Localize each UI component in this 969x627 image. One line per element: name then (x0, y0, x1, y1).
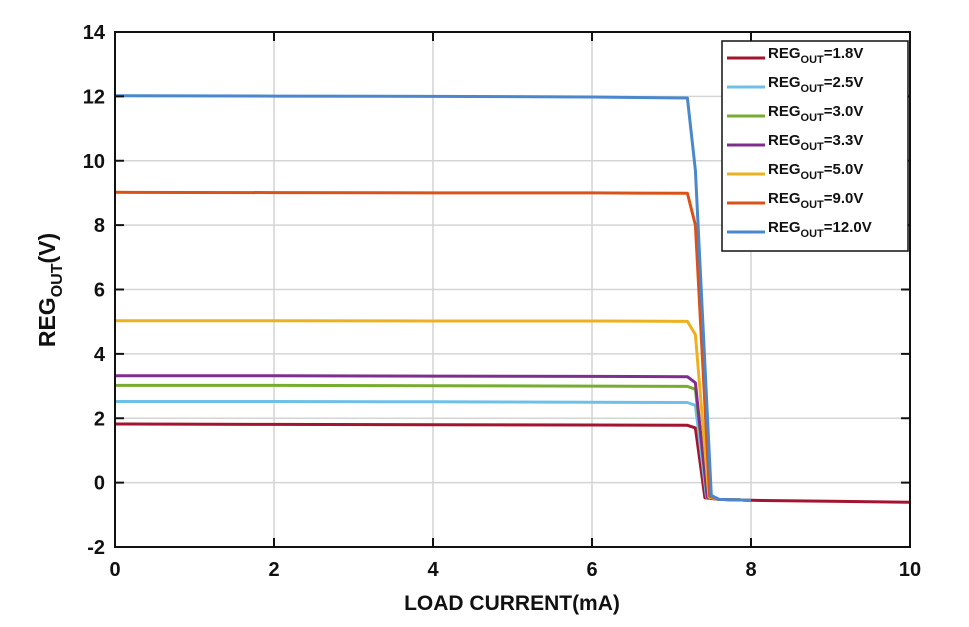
series-lines (114, 94, 911, 504)
legend-label-5: REGOUT=9.0V (768, 190, 863, 211)
y-axis-label-base: REG (34, 297, 60, 347)
legend-label-2: REGOUT=3.0V (768, 103, 863, 124)
y-tick-label-7: 12 (83, 86, 105, 108)
legend-label-4: REGOUT=5.0V (768, 161, 863, 182)
x-tick-labels: 0 2 4 6 8 10 (109, 559, 921, 581)
x-tick-label-5: 10 (899, 559, 921, 581)
legend-label-3: REGOUT=3.3V (768, 132, 863, 153)
legend-label-6: REGOUT=12.0V (768, 219, 872, 240)
y-tick-labels: -2 0 2 4 6 8 10 12 14 (83, 22, 106, 559)
y-tick-label-4: 6 (94, 280, 105, 302)
x-tick-label-1: 2 (268, 559, 279, 581)
x-axis-label: LOAD CURRENT(mA) (404, 592, 620, 615)
legend-label-1: REGOUT=2.5V (768, 74, 863, 95)
x-tick-label-0: 0 (109, 559, 120, 581)
y-tick-label-5: 8 (94, 215, 105, 237)
tick-marks (114, 31, 911, 548)
x-tick-label-2: 4 (427, 559, 439, 581)
series-line-0 (114, 422, 911, 504)
x-tick-label-4: 8 (745, 559, 756, 581)
y-tick-label-6: 10 (83, 151, 105, 173)
y-tick-label-2: 2 (94, 408, 105, 430)
y-tick-label-1: 0 (94, 473, 105, 495)
y-axis-label: REGOUT(V) (34, 233, 66, 347)
y-axis-label-suffix: (V) (34, 233, 60, 264)
y-axis-label-sub: OUT (49, 263, 66, 297)
legend: REGOUT=1.8V REGOUT=2.5V REGOUT=3.0V REGOUT=… (721, 40, 909, 252)
y-tick-label-3: 4 (94, 344, 106, 366)
series-line-6 (114, 94, 752, 502)
legend-label-0: REGOUT=1.8V (768, 45, 863, 66)
y-tick-label-0: -2 (87, 537, 105, 559)
y-tick-label-8: 14 (83, 22, 106, 44)
x-tick-label-3: 6 (586, 559, 597, 581)
